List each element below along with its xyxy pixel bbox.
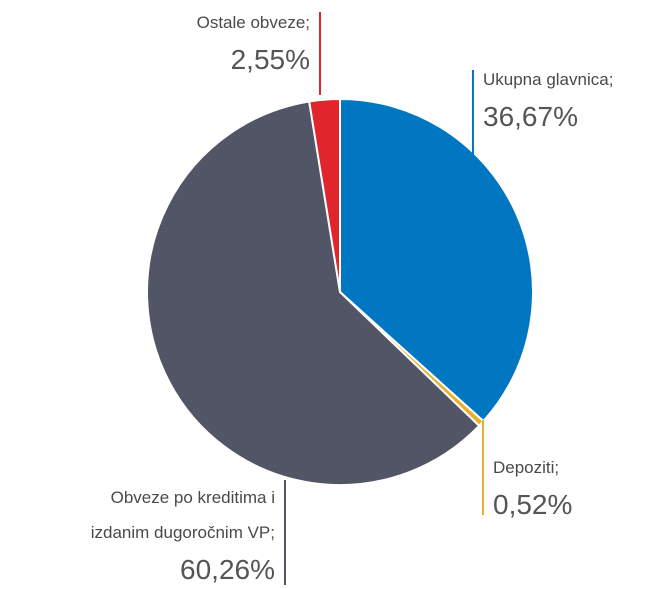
value-label: 2,55% bbox=[230, 44, 310, 75]
slice-label: Ukupna glavnica; 36,67% bbox=[483, 62, 613, 137]
pie-slice bbox=[308, 97, 341, 293]
slice-label: Depoziti; 0,52% bbox=[493, 450, 572, 525]
value-label: 0,52% bbox=[493, 489, 573, 520]
category-label: Ostale obveze; bbox=[196, 13, 310, 32]
slice-label: Ostale obveze; 2,55% bbox=[197, 5, 310, 80]
slice-label: Obveze po kreditima i izdanim dugoročnim… bbox=[60, 480, 275, 589]
pie-slice bbox=[339, 97, 534, 423]
category-label: Obveze po kreditima i izdanim dugoročnim… bbox=[90, 488, 275, 542]
value-label: 60,26% bbox=[180, 554, 275, 585]
value-label: 36,67% bbox=[483, 101, 578, 132]
category-label: Depoziti; bbox=[493, 458, 560, 477]
category-label: Ukupna glavnica; bbox=[483, 70, 614, 89]
pie-slice bbox=[146, 100, 481, 486]
